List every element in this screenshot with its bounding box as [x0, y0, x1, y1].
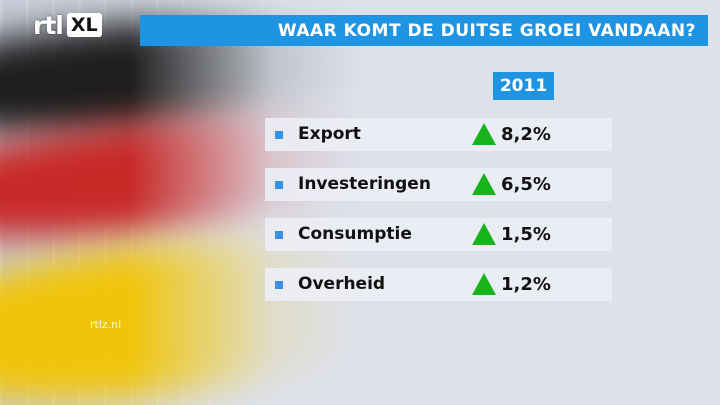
row-label: Investeringen — [298, 174, 431, 194]
bullet-icon — [275, 131, 283, 139]
list-item: Investeringen 6,5% — [265, 168, 612, 201]
row-label: Export — [298, 124, 361, 144]
bullet-icon — [275, 181, 283, 189]
up-triangle-icon — [472, 123, 496, 145]
up-triangle-icon — [472, 173, 496, 195]
row-value: 1,5% — [501, 224, 551, 245]
row-label: Overheid — [298, 274, 386, 294]
year-badge: 2011 — [493, 72, 554, 100]
bullet-icon — [275, 231, 283, 239]
page-title: WAAR KOMT DE DUITSE GROEI VANDAAN? — [277, 20, 696, 41]
bullet-icon — [275, 281, 283, 289]
channel-url: rtlz.nl — [90, 318, 122, 331]
list-item: Consumptie 1,5% — [265, 218, 612, 251]
row-value: 6,5% — [501, 174, 551, 195]
title-bar: WAAR KOMT DE DUITSE GROEI VANDAAN? — [140, 15, 708, 46]
logo-xl-badge: XL — [66, 13, 102, 37]
up-triangle-icon — [472, 273, 496, 295]
year-label: 2011 — [499, 76, 548, 96]
row-label: Consumptie — [298, 224, 412, 244]
list-item: Export 8,2% — [265, 118, 612, 151]
list-item: Overheid 1,2% — [265, 268, 612, 301]
logo-rtl-text: rtl — [33, 10, 64, 40]
row-value: 1,2% — [501, 274, 551, 295]
up-triangle-icon — [472, 223, 496, 245]
row-value: 8,2% — [501, 124, 551, 145]
channel-logo: rtl XL — [33, 10, 102, 40]
